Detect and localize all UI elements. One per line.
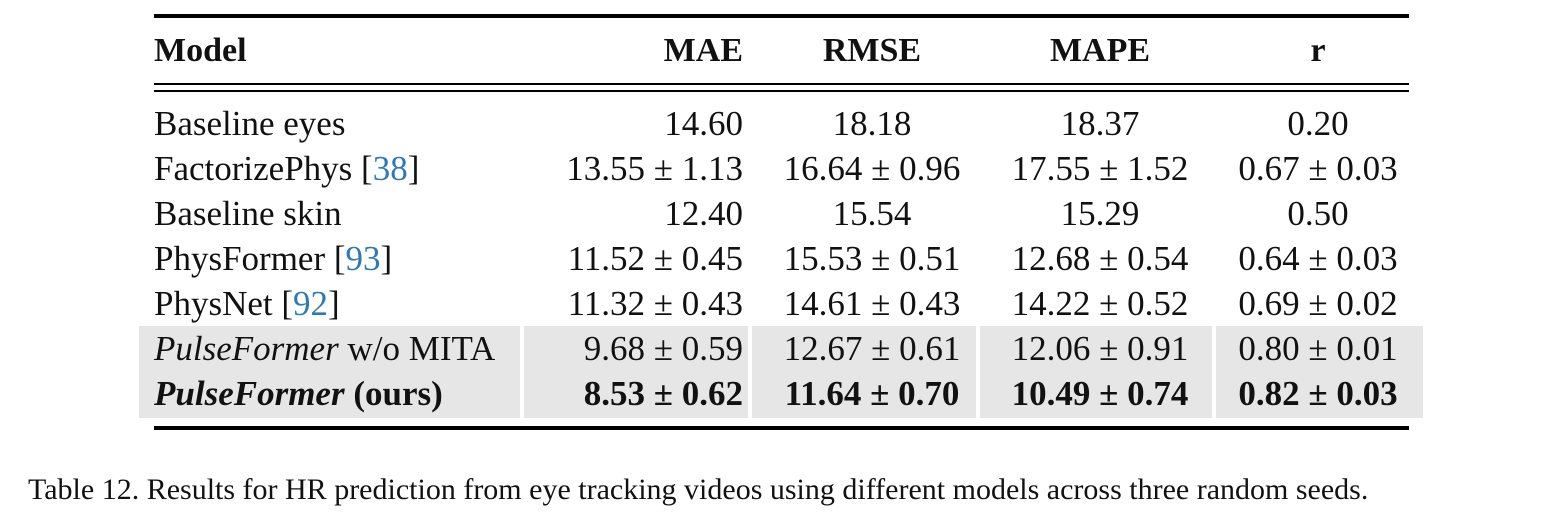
mape-value: 14.22 ± 0.52 bbox=[1011, 284, 1189, 323]
mape-value: 12.06 ± 0.91 bbox=[1011, 329, 1189, 368]
r-value: 0.67 ± 0.03 bbox=[1238, 149, 1398, 188]
model-name: FactorizePhys [38] bbox=[154, 146, 419, 191]
model-italic: PulseFormer bbox=[154, 374, 345, 413]
highlight-band-model bbox=[139, 326, 520, 418]
mape-value: 18.37 bbox=[1060, 104, 1140, 143]
model-name: Baseline skin bbox=[154, 194, 342, 233]
table-row: PhysFormer [93] 11.52 ± 0.45 15.53 ± 0.5… bbox=[0, 236, 1553, 281]
mape-value: 10.49 ± 0.74 bbox=[1011, 374, 1189, 413]
header-mape: MAPE bbox=[1049, 32, 1151, 69]
table-row: FactorizePhys [38] 13.55 ± 1.13 16.64 ± … bbox=[0, 146, 1553, 191]
r-value: 0.69 ± 0.02 bbox=[1238, 284, 1398, 323]
top-rule bbox=[154, 14, 1409, 18]
header-mae: MAE bbox=[663, 32, 743, 69]
table-row: Baseline eyes 14.60 18.18 18.37 0.20 bbox=[0, 101, 1553, 146]
r-value: 0.20 bbox=[1287, 104, 1349, 143]
header-rule-2 bbox=[154, 90, 1409, 92]
highlight-band-mape bbox=[980, 326, 1212, 418]
model-name: Baseline eyes bbox=[154, 104, 346, 143]
rmse-value: 16.64 ± 0.96 bbox=[783, 149, 961, 188]
r-value: 0.64 ± 0.03 bbox=[1238, 239, 1398, 278]
mae-value: 11.52 ± 0.45 bbox=[567, 239, 743, 278]
table-row-best: PulseFormer (ours) 8.53 ± 0.62 11.64 ± 0… bbox=[0, 371, 1553, 416]
model-text: PhysNet [ bbox=[154, 284, 294, 323]
table-caption: Table 12. Results for HR prediction from… bbox=[28, 473, 1369, 506]
model-name: PulseFormer (ours) bbox=[154, 371, 443, 416]
mape-value: 17.55 ± 1.52 bbox=[1011, 149, 1189, 188]
mae-value: 14.60 bbox=[664, 104, 743, 143]
model-text: FactorizePhys [ bbox=[154, 149, 373, 188]
header-rule-1 bbox=[154, 83, 1409, 85]
table-row: PulseFormer w/o MITA 9.68 ± 0.59 12.67 ±… bbox=[0, 326, 1553, 371]
header-rmse: RMSE bbox=[822, 32, 922, 69]
citation-link[interactable]: 92 bbox=[293, 284, 329, 323]
highlight-band-r bbox=[1216, 326, 1423, 418]
r-value: 0.80 ± 0.01 bbox=[1238, 329, 1398, 368]
citation-close: ] bbox=[407, 149, 420, 188]
citation-link[interactable]: 38 bbox=[372, 149, 408, 188]
header-model: Model bbox=[154, 32, 247, 69]
model-name: PulseFormer w/o MITA bbox=[154, 326, 495, 371]
model-name: PhysFormer [93] bbox=[154, 236, 392, 281]
highlight-band-rmse bbox=[752, 326, 976, 418]
citation-close: ] bbox=[328, 284, 340, 323]
table-row: PhysNet [92] 11.32 ± 0.43 14.61 ± 0.43 1… bbox=[0, 281, 1553, 326]
mape-value: 15.29 bbox=[1060, 194, 1140, 233]
mae-value: 8.53 ± 0.62 bbox=[583, 374, 743, 413]
model-name: PhysNet [92] bbox=[154, 281, 340, 326]
bottom-rule bbox=[154, 426, 1409, 430]
r-value: 0.82 ± 0.03 bbox=[1238, 374, 1398, 413]
mape-value: 12.68 ± 0.54 bbox=[1011, 239, 1189, 278]
table-row: Baseline skin 12.40 15.54 15.29 0.50 bbox=[0, 191, 1553, 236]
model-rest: (ours) bbox=[344, 374, 443, 413]
highlight-band-mae bbox=[524, 326, 748, 418]
rmse-value: 12.67 ± 0.61 bbox=[783, 329, 961, 368]
header-r: r bbox=[1310, 32, 1326, 69]
rmse-value: 18.18 bbox=[832, 104, 912, 143]
r-value: 0.50 bbox=[1287, 194, 1349, 233]
table-header: Model MAE RMSE MAPE r bbox=[0, 28, 1553, 73]
citation-link[interactable]: 93 bbox=[345, 239, 381, 278]
citation-close: ] bbox=[380, 239, 393, 278]
mae-value: 11.32 ± 0.43 bbox=[567, 284, 743, 323]
rmse-value: 14.61 ± 0.43 bbox=[783, 284, 961, 323]
mae-value: 13.55 ± 1.13 bbox=[566, 149, 743, 188]
mae-value: 12.40 bbox=[664, 194, 743, 233]
model-text: PhysFormer [ bbox=[154, 239, 346, 278]
model-rest: w/o MITA bbox=[338, 329, 496, 368]
rmse-value: 15.54 bbox=[832, 194, 912, 233]
model-italic: PulseFormer bbox=[154, 329, 339, 368]
rmse-value: 15.53 ± 0.51 bbox=[783, 239, 961, 278]
mae-value: 9.68 ± 0.59 bbox=[583, 329, 743, 368]
rmse-value: 11.64 ± 0.70 bbox=[784, 374, 960, 413]
